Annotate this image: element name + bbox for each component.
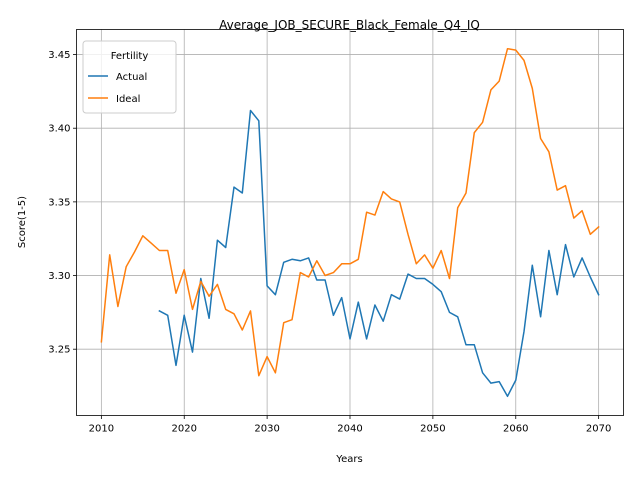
y-axis-label: Score(1-5) — [17, 196, 28, 248]
x-tick-label: 2070 — [586, 424, 611, 435]
legend-title: Fertility — [111, 51, 149, 62]
x-axis-label: Years — [335, 454, 362, 465]
y-tick-label: 3.25 — [48, 345, 70, 356]
y-tick-label: 3.35 — [48, 197, 70, 208]
y-tick-label: 3.40 — [48, 124, 70, 135]
x-tick-label: 2050 — [420, 424, 445, 435]
legend-label-actual: Actual — [116, 72, 147, 83]
y-tick-label: 3.30 — [48, 271, 70, 282]
x-tick-label: 2030 — [254, 424, 279, 435]
legend-label-ideal: Ideal — [116, 94, 140, 105]
y-tick-label: 3.45 — [48, 50, 70, 61]
x-tick-label: 2060 — [503, 424, 528, 435]
legend: Fertility Actual Ideal — [83, 41, 176, 113]
x-tick-label: 2020 — [172, 424, 197, 435]
x-tick-label: 2010 — [89, 424, 114, 435]
x-tick-label: 2040 — [337, 424, 362, 435]
